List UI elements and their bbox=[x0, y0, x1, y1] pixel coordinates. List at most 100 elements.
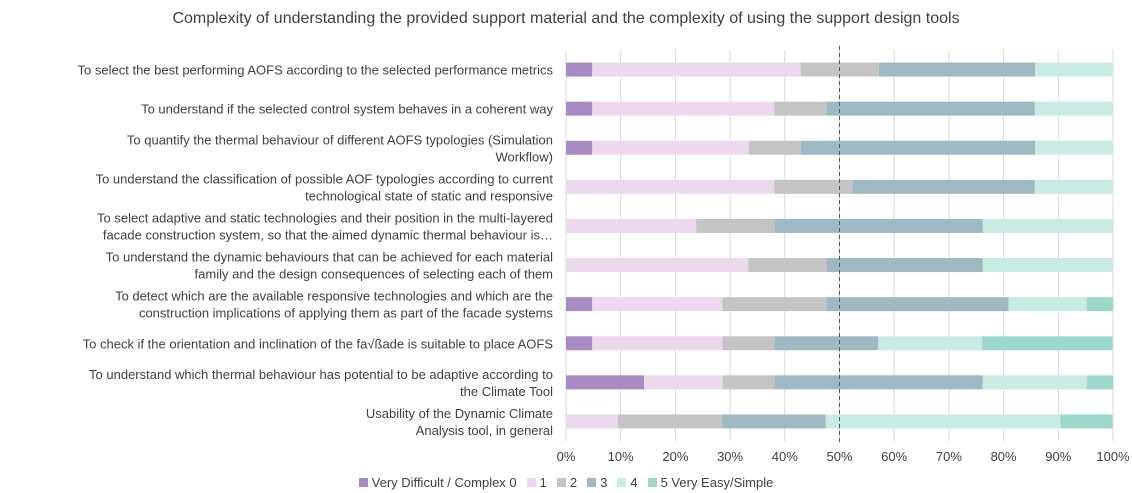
bar-segment bbox=[852, 179, 1035, 194]
bar-segment bbox=[1008, 297, 1087, 312]
bar-segment bbox=[566, 218, 697, 233]
bar-segment bbox=[826, 258, 983, 273]
bar-segment bbox=[774, 179, 853, 194]
bar-segment bbox=[722, 297, 827, 312]
bar-segment bbox=[566, 336, 593, 351]
bar-segment bbox=[566, 179, 775, 194]
legend-label: 1 bbox=[539, 475, 547, 490]
bar-segment bbox=[1035, 140, 1114, 155]
legend-label: 2 bbox=[569, 475, 578, 490]
x-tick-label: 90% bbox=[1045, 449, 1071, 464]
category-label: To understand the classification of poss… bbox=[96, 171, 554, 186]
bar-segment bbox=[982, 375, 1087, 390]
bar-segment bbox=[592, 336, 723, 351]
legend-swatch bbox=[617, 478, 627, 487]
legend-label: 4 bbox=[630, 475, 638, 490]
bar-segment bbox=[721, 414, 826, 429]
bar-segment bbox=[617, 414, 722, 429]
legend-swatch bbox=[647, 478, 657, 487]
category-label: technological state of static and respon… bbox=[305, 188, 553, 203]
x-tick-label: 10% bbox=[608, 449, 634, 464]
category-label: construction implications of applying th… bbox=[139, 306, 554, 321]
bar-segment bbox=[644, 375, 723, 390]
bar-segment bbox=[878, 336, 983, 351]
legend-item: 2 bbox=[556, 475, 578, 490]
bar-segment bbox=[592, 297, 723, 312]
bar-segment bbox=[774, 101, 827, 116]
legend-swatch bbox=[587, 478, 597, 487]
legend-label: 3 bbox=[600, 475, 608, 490]
legend-swatch bbox=[358, 478, 368, 487]
x-tick-label: 50% bbox=[826, 449, 852, 464]
bar-segment bbox=[774, 336, 879, 351]
bar-segment bbox=[1035, 62, 1114, 77]
bar-segment bbox=[1034, 101, 1113, 116]
bar-segment bbox=[592, 140, 749, 155]
category-label: To check if the orientation and inclinat… bbox=[83, 336, 554, 351]
bar-segments bbox=[566, 62, 1114, 429]
bar-segment bbox=[566, 414, 618, 429]
category-label: facade construction system, so that the … bbox=[103, 227, 553, 242]
x-tick-label: 40% bbox=[772, 449, 798, 464]
category-label: To understand the dynamic behaviours tha… bbox=[106, 250, 553, 265]
category-labels: To select the best performing AOFS accor… bbox=[78, 63, 554, 438]
x-tick-label: 80% bbox=[991, 449, 1017, 464]
bar-segment bbox=[826, 297, 1009, 312]
category-label: To select the best performing AOFS accor… bbox=[78, 63, 554, 78]
x-tick-label: 30% bbox=[717, 449, 743, 464]
x-tick-label: 0% bbox=[557, 449, 576, 464]
x-tick-label: 20% bbox=[662, 449, 688, 464]
bar-segment bbox=[592, 62, 801, 77]
bar-segment bbox=[722, 375, 775, 390]
category-label: To understand if the selected control sy… bbox=[141, 102, 553, 117]
legend-item: 4 bbox=[617, 475, 638, 490]
bar-segment bbox=[800, 140, 1036, 155]
category-label: the Climate Tool bbox=[460, 384, 553, 399]
legend-item: 5 Very Easy/Simple bbox=[647, 475, 774, 490]
bar-segment bbox=[566, 375, 645, 390]
bar-segment bbox=[1086, 375, 1113, 390]
x-tick-labels: 0% 10% 20% 30% 40% 50% 60% 70% 80% 90% 100% bbox=[557, 449, 1130, 464]
category-label: To detect which are the available respon… bbox=[115, 289, 553, 304]
bar-segment bbox=[566, 62, 593, 77]
legend-item: 1 bbox=[526, 475, 547, 490]
bar-segment bbox=[566, 140, 593, 155]
bar-segment bbox=[592, 101, 775, 116]
bar-segment bbox=[774, 218, 983, 233]
category-label: To understand which thermal behaviour ha… bbox=[89, 367, 553, 382]
legend-swatch bbox=[526, 478, 536, 487]
legend-label: Very Difficult / Complex 0 bbox=[371, 475, 517, 490]
legend-label: 5 Very Easy/Simple bbox=[660, 475, 774, 490]
category-label: Analysis tool, in general bbox=[416, 423, 553, 438]
legend: Very Difficult / Complex 0 1 2 3 4 5 Very Eas… bbox=[0, 475, 1132, 490]
bar-segment bbox=[774, 375, 983, 390]
category-label: To quantify the thermal behaviour of dif… bbox=[127, 132, 553, 147]
x-tick-label: 70% bbox=[936, 449, 962, 464]
bar-segment bbox=[722, 336, 775, 351]
bar-segment bbox=[982, 258, 1113, 273]
bar-segment bbox=[825, 414, 1061, 429]
category-label: Usability of the Dynamic Climate bbox=[366, 406, 553, 421]
stacked-bar-chart: To select the best performing AOFS accor… bbox=[78, 46, 1130, 464]
bar-segment bbox=[566, 101, 593, 116]
x-tick-label: 100% bbox=[1096, 449, 1130, 464]
category-label: To select adaptive and static technologi… bbox=[97, 210, 553, 225]
legend-item: 3 bbox=[587, 475, 607, 490]
category-label: Workflow) bbox=[495, 149, 553, 164]
bar-segment bbox=[878, 62, 1036, 77]
bar-segment bbox=[982, 218, 1113, 233]
bar-segment bbox=[566, 297, 593, 312]
bar-segment bbox=[1034, 179, 1113, 194]
x-tick-label: 60% bbox=[881, 449, 907, 464]
bar-segment bbox=[566, 258, 749, 273]
legend-swatch bbox=[556, 478, 566, 487]
bar-segment bbox=[1060, 414, 1113, 429]
bar-segment bbox=[982, 336, 1113, 351]
bar-segment bbox=[696, 218, 775, 233]
bar-segment bbox=[1086, 297, 1113, 312]
category-label: family and the design consequences of se… bbox=[195, 267, 553, 282]
bar-segment bbox=[748, 140, 801, 155]
legend-item: Very Difficult / Complex 0 bbox=[358, 475, 517, 490]
bar-segment bbox=[826, 101, 1035, 116]
bar-segment bbox=[748, 258, 827, 273]
